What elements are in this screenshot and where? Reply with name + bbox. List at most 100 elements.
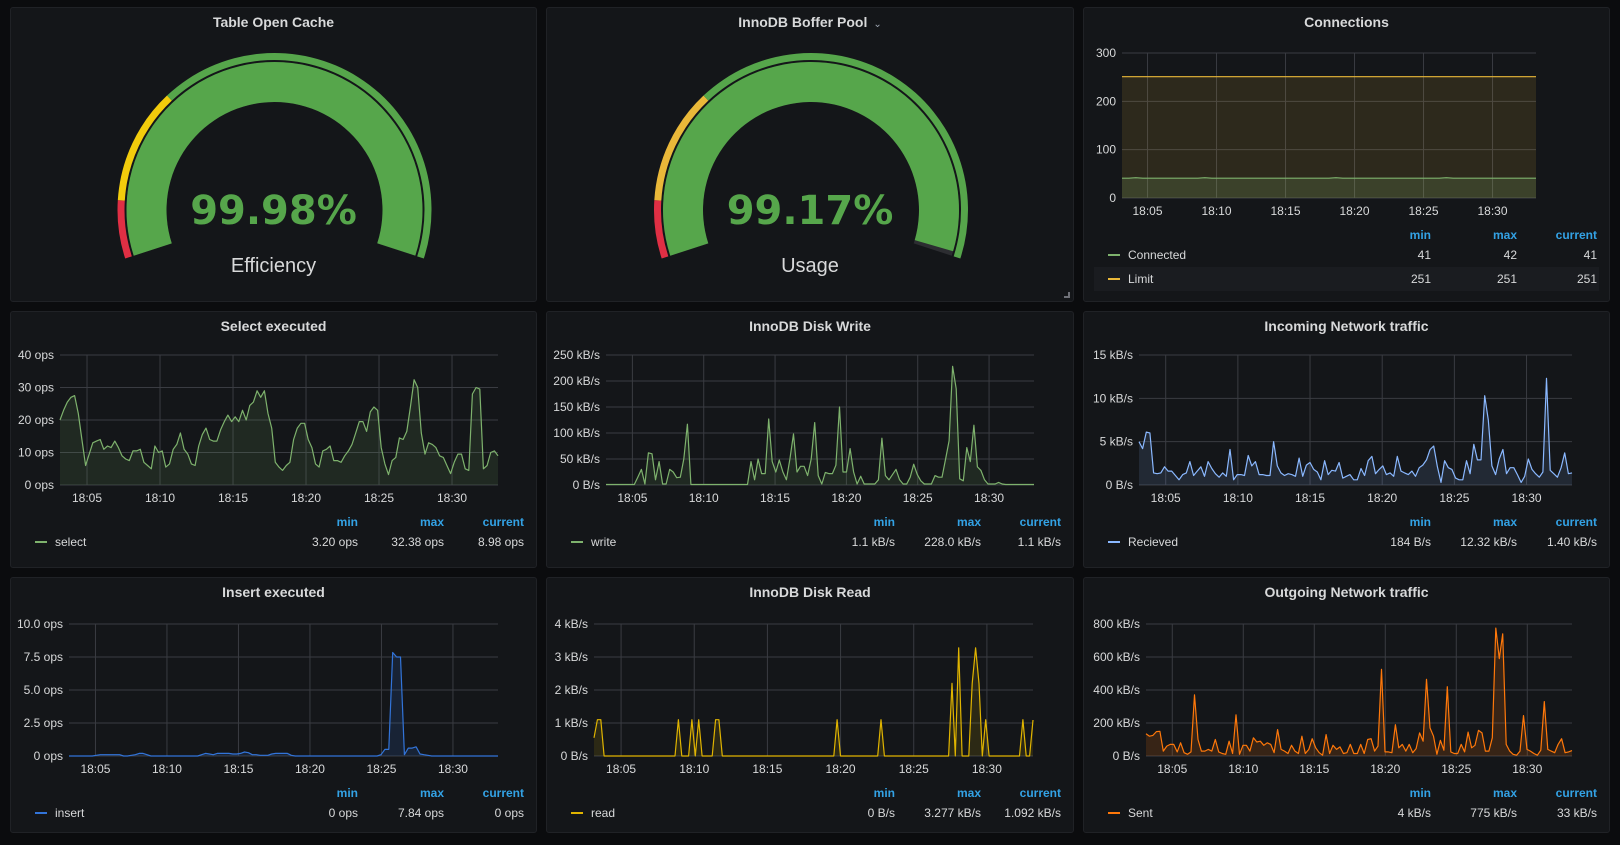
series-line-write[interactable] <box>606 365 1034 486</box>
gauge-value: 99.17% <box>726 188 894 234</box>
legend-color-swatch[interactable] <box>35 812 47 814</box>
chart-disk-write[interactable]: 0 B/s 50 kB/s 100 kB/s 150 kB/s 200 kB/s 250 … <box>547 312 1075 569</box>
panel-table-open-cache[interactable]: Table Open Cache 99.98% Efficiency <box>10 7 537 302</box>
x-tick-label: 18:25 <box>903 491 933 505</box>
series-area-recieved <box>1139 378 1572 485</box>
panel-title[interactable]: Incoming Network traffic <box>1264 318 1429 334</box>
panel-title[interactable]: Select executed <box>220 318 327 334</box>
legend-series-name[interactable]: Sent <box>1128 806 1153 820</box>
series-line-select[interactable] <box>59 379 499 476</box>
legend-header-max[interactable]: max <box>956 786 981 800</box>
legend-series-name[interactable]: Recieved <box>1128 535 1179 549</box>
x-tick-label: 18:05 <box>617 491 647 505</box>
y-tick-label: 0 ops <box>34 749 63 763</box>
legend-row[interactable]: insert 0 ops 7.84 ops 0 ops <box>21 801 526 825</box>
legend-row[interactable]: read 0 B/s 3.277 kB/s 1.092 kB/s <box>557 801 1063 825</box>
panel-connections[interactable]: Connections 0 100 200 300 18:05 18:10 18:15 18:2… <box>1083 7 1610 302</box>
legend-row[interactable]: Connected 41 42 41 <box>1094 243 1599 267</box>
legend-header-current[interactable]: current <box>1555 228 1597 242</box>
legend-value-max: 228.0 kB/s <box>924 535 981 549</box>
chart-outgoing[interactable]: 0 B/s 200 kB/s 400 kB/s 600 kB/s 800 kB/s 18:… <box>1084 578 1611 834</box>
legend-row[interactable]: write 1.1 kB/s 228.0 kB/s 1.1 kB/s <box>557 530 1063 554</box>
legend-header-min[interactable]: min <box>336 515 358 529</box>
legend-series-name[interactable]: insert <box>55 806 85 820</box>
legend-color-swatch[interactable] <box>35 541 47 543</box>
legend-row[interactable]: select 3.20 ops 32.38 ops 8.98 ops <box>21 530 526 554</box>
legend-header-min[interactable]: min <box>873 786 895 800</box>
legend-header-current[interactable]: current <box>482 515 524 529</box>
series-line-read[interactable] <box>593 647 1034 757</box>
legend-header-current[interactable]: current <box>482 786 524 800</box>
legend-header-max[interactable]: max <box>1492 786 1517 800</box>
y-tick-label: 5.0 ops <box>24 683 63 697</box>
legend-color-swatch[interactable] <box>1108 254 1120 256</box>
legend-series-name[interactable]: Limit <box>1128 272 1154 286</box>
legend-header-max[interactable]: max <box>1492 515 1517 529</box>
panel-title[interactable]: Outgoing Network traffic <box>1264 584 1429 600</box>
panel-title[interactable]: Connections <box>1304 14 1389 30</box>
resize-handle[interactable] <box>1064 292 1070 298</box>
gauge-value-arc <box>663 62 959 256</box>
legend-row[interactable]: Sent 4 kB/s 775 kB/s 33 kB/s <box>1094 801 1599 825</box>
series-line-sent[interactable] <box>1145 627 1573 756</box>
legend-header-current[interactable]: current <box>1555 515 1597 529</box>
x-tick-label: 18:25 <box>366 762 396 776</box>
x-tick-label: 18:15 <box>218 491 248 505</box>
panel-title[interactable]: Insert executed <box>222 584 325 600</box>
panel-title[interactable]: InnoDB Boffer Pool ⌄ <box>547 14 1073 30</box>
chart-select[interactable]: 0 ops 10 ops 20 ops 30 ops 40 ops 18:05 18:10 1… <box>11 312 538 569</box>
x-tick-label: 18:30 <box>1478 204 1508 218</box>
panel-title[interactable]: InnoDB Disk Write <box>749 318 871 334</box>
chart-insert[interactable]: 0 ops 2.5 ops 5.0 ops 7.5 ops 10.0 ops 18:05 1… <box>11 578 538 834</box>
panel-title[interactable]: InnoDB Disk Read <box>749 584 871 600</box>
gauge-usage <box>654 53 969 259</box>
series-line-connected[interactable] <box>1122 177 1536 179</box>
series-line-recieved[interactable] <box>1138 377 1573 483</box>
legend-color-swatch[interactable] <box>1108 278 1120 280</box>
legend-row[interactable]: Recieved 184 B/s 12.32 kB/s 1.40 kB/s <box>1094 530 1599 554</box>
legend-header-min[interactable]: min <box>873 515 895 529</box>
legend-header-min[interactable]: min <box>1409 228 1431 242</box>
legend-header-max[interactable]: max <box>419 515 444 529</box>
panel-incoming[interactable]: Incoming Network traffic 0 B/s 5 kB/s 10 kB… <box>1083 311 1610 568</box>
legend-series-name[interactable]: write <box>591 535 617 549</box>
legend-color-swatch[interactable] <box>571 812 583 814</box>
legend-series-name[interactable]: select <box>55 535 87 549</box>
legend-series-name[interactable]: Connected <box>1128 248 1187 262</box>
legend-header-min[interactable]: min <box>336 786 358 800</box>
legend-header-max[interactable]: max <box>1492 228 1517 242</box>
legend-header-max[interactable]: max <box>956 515 981 529</box>
x-tick-label: 18:30 <box>438 762 468 776</box>
panel-disk-write[interactable]: InnoDB Disk Write 0 B/s 50 kB/s 100 kB/s 150… <box>546 311 1074 568</box>
chevron-down-icon[interactable]: ⌄ <box>873 19 882 30</box>
legend-header-max[interactable]: max <box>419 786 444 800</box>
x-tick-label: 18:20 <box>1370 762 1400 776</box>
panel-insert[interactable]: Insert executed 0 ops 2.5 ops 5.0 ops 7.5 op… <box>10 577 537 833</box>
x-tick-label: 18:30 <box>1512 762 1542 776</box>
legend-header-current[interactable]: current <box>1019 515 1061 529</box>
panel-innodb-buffer-pool[interactable]: InnoDB Boffer Pool ⌄ 99.17% Usage <box>546 7 1074 302</box>
chart-incoming[interactable]: 0 B/s 5 kB/s 10 kB/s 15 kB/s 18:05 18:10 18:15… <box>1084 312 1611 569</box>
legend-color-swatch[interactable] <box>1108 541 1120 543</box>
legend-color-swatch[interactable] <box>1108 812 1120 814</box>
y-tick-label: 200 <box>1096 94 1116 108</box>
chart-disk-read[interactable]: 0 B/s 1 kB/s 2 kB/s 3 kB/s 4 kB/s 18:05 18:10 1… <box>547 578 1075 834</box>
series-area-sent <box>1146 628 1572 756</box>
legend-header-min[interactable]: min <box>1409 786 1431 800</box>
legend-series-name[interactable]: read <box>591 806 616 820</box>
series-line-insert[interactable] <box>69 651 498 757</box>
legend-header-min[interactable]: min <box>1409 515 1431 529</box>
y-tick-label: 0 B/s <box>1106 478 1133 492</box>
panel-outgoing[interactable]: Outgoing Network traffic 0 B/s 200 kB/s 400… <box>1083 577 1610 833</box>
x-tick-label: 18:05 <box>1133 204 1163 218</box>
panel-disk-read[interactable]: InnoDB Disk Read 0 B/s 1 kB/s 2 kB/s 3 kB/s 4… <box>546 577 1074 833</box>
legend-color-swatch[interactable] <box>571 541 583 543</box>
series-area-insert <box>69 652 498 756</box>
legend-row[interactable]: Limit 251 251 251 <box>1094 267 1599 291</box>
y-tick-label: 0 ops <box>25 478 54 492</box>
panel-title[interactable]: Table Open Cache <box>212 14 335 30</box>
legend-header-current[interactable]: current <box>1019 786 1061 800</box>
panel-select[interactable]: Select executed 0 ops 10 ops 20 ops 30 ops 40… <box>10 311 537 568</box>
legend-header-current[interactable]: current <box>1555 786 1597 800</box>
chart-connections[interactable]: 0 100 200 300 18:05 18:10 18:15 18:20 18:25 18:30 <box>1084 8 1611 303</box>
